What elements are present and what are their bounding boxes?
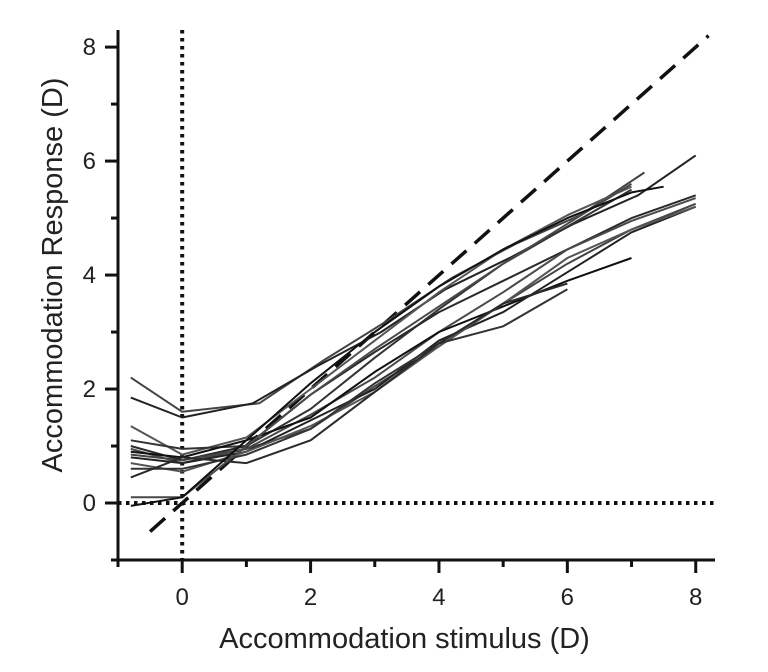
series-line-9 xyxy=(130,205,697,465)
y-tick-label-2: 2 xyxy=(83,376,96,403)
series-line-12 xyxy=(130,282,568,479)
series-line-1 xyxy=(130,171,645,413)
y-axis-label: Accommodation Response (D) xyxy=(37,78,69,473)
series-line-10 xyxy=(130,205,697,473)
series-line-11 xyxy=(130,288,568,470)
series-line-4 xyxy=(130,188,632,450)
x-tick-label-2: 2 xyxy=(304,584,317,611)
series-line-14 xyxy=(130,185,664,507)
series-line-13 xyxy=(130,183,633,499)
series-line-6 xyxy=(130,197,697,465)
series-line-5 xyxy=(130,194,697,462)
series-lines xyxy=(130,154,697,507)
y-tick-label-6: 6 xyxy=(83,148,96,175)
x-tick-label-0: 0 xyxy=(176,584,189,611)
y-tick-label-4: 4 xyxy=(83,262,96,289)
series-line-3 xyxy=(130,185,632,456)
x-axis-label: Accommodation stimulus (D) xyxy=(219,623,590,655)
y-tick-label-8: 8 xyxy=(83,34,96,61)
y-tick-label-0: 0 xyxy=(83,490,96,517)
series-line-8 xyxy=(130,202,697,462)
ticks: 0 2 4 6 8 0 2 4 6 8 xyxy=(83,34,703,611)
x-tick-label-6: 6 xyxy=(561,584,574,611)
axes xyxy=(116,30,715,562)
x-tick-label-4: 4 xyxy=(432,584,445,611)
x-tick-label-8: 8 xyxy=(689,584,702,611)
reference-lines xyxy=(118,30,715,560)
